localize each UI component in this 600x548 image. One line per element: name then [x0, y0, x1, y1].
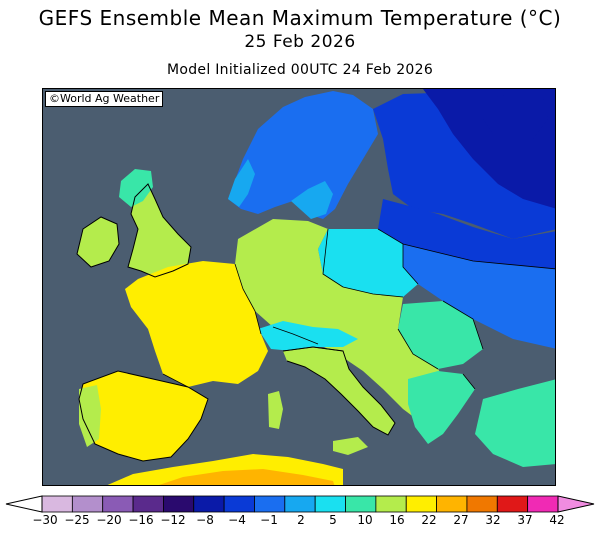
- land-baltics: [378, 199, 555, 269]
- colorbar-tick-label: 16: [389, 513, 405, 527]
- land-sicily: [333, 437, 368, 455]
- colorbar-tick-label: 10: [357, 513, 373, 527]
- land-greece: [408, 371, 475, 444]
- colorbar-swatch: [41, 495, 73, 513]
- colorbar-tick-label: 37: [517, 513, 533, 527]
- land-italy: [283, 347, 395, 435]
- colorbar-swatch: [436, 495, 468, 513]
- colorbar: [5, 495, 595, 513]
- land-anatolia: [475, 379, 555, 467]
- colorbar-tick-label: −8: [196, 513, 214, 527]
- colorbar-tick-label: −4: [228, 513, 246, 527]
- colorbar-tick-label: −12: [160, 513, 186, 527]
- land-scandinavia: [228, 91, 378, 219]
- coastlines: [76, 183, 396, 462]
- land-norway-coast: [228, 159, 255, 207]
- colorbar-left-arrow: [5, 495, 43, 513]
- colorbar-right-arrow: [557, 495, 595, 513]
- colorbar-swatch: [466, 495, 498, 513]
- colorbar-tick-label: 2: [297, 513, 305, 527]
- colorbar-tick-label: −25: [64, 513, 90, 527]
- map-canvas: [43, 89, 555, 485]
- colorbar-swatch: [496, 495, 529, 513]
- colorbar-swatch: [254, 495, 286, 513]
- colorbar-swatch: [223, 495, 255, 513]
- colorbar-swatch: [163, 495, 195, 513]
- colorbar-tick-label: 5: [329, 513, 337, 527]
- colorbar-tick-label: −1: [260, 513, 278, 527]
- colorbar-swatch: [375, 495, 407, 513]
- land-alps: [258, 321, 358, 351]
- model-init-label: Model Initialized 00UTC 24 Feb 2026: [166, 62, 434, 78]
- land-central-europe: [235, 219, 453, 424]
- colorbar-swatch: [314, 495, 346, 513]
- temperature-map: ©World Ag Weather: [42, 88, 556, 486]
- land-scotland: [119, 169, 153, 207]
- map-title: GEFS Ensemble Mean Maximum Temperature (…: [38, 6, 562, 30]
- colorbar-tick-label: −16: [128, 513, 154, 527]
- colorbar-tick-label: 22: [421, 513, 437, 527]
- land-ukraine: [403, 244, 555, 349]
- colorbar-tick-label: −20: [96, 513, 122, 527]
- colorbar-swatch: [193, 495, 225, 513]
- land-sweden-south: [291, 181, 333, 219]
- land-france: [125, 261, 268, 387]
- land-poland: [318, 229, 418, 297]
- colorbar-tick-label: −30: [32, 513, 58, 527]
- colorbar-tick-label: 32: [485, 513, 501, 527]
- map-date: 25 Feb 2026: [244, 32, 356, 52]
- land-romania: [398, 301, 483, 369]
- colorbar-swatch: [132, 495, 164, 513]
- land-iberia: [79, 371, 208, 461]
- colorbar-swatch: [284, 495, 316, 513]
- colorbar-swatch: [345, 495, 377, 513]
- land-north-africa-hot: [159, 469, 335, 485]
- colorbar-swatch: [71, 495, 104, 513]
- land-portugal: [79, 385, 101, 447]
- cold-patch-north: [483, 94, 548, 144]
- land-great-britain: [128, 184, 191, 277]
- colorbar-swatch: [527, 495, 559, 513]
- colorbar-tick-label: 27: [453, 513, 469, 527]
- colorbar-tick-label: 42: [549, 513, 565, 527]
- colorbar-swatch: [405, 495, 437, 513]
- colorbar-swatch: [102, 495, 134, 513]
- credit-label: ©World Ag Weather: [45, 91, 164, 107]
- land-sardinia: [268, 391, 283, 429]
- land-ireland: [77, 217, 119, 267]
